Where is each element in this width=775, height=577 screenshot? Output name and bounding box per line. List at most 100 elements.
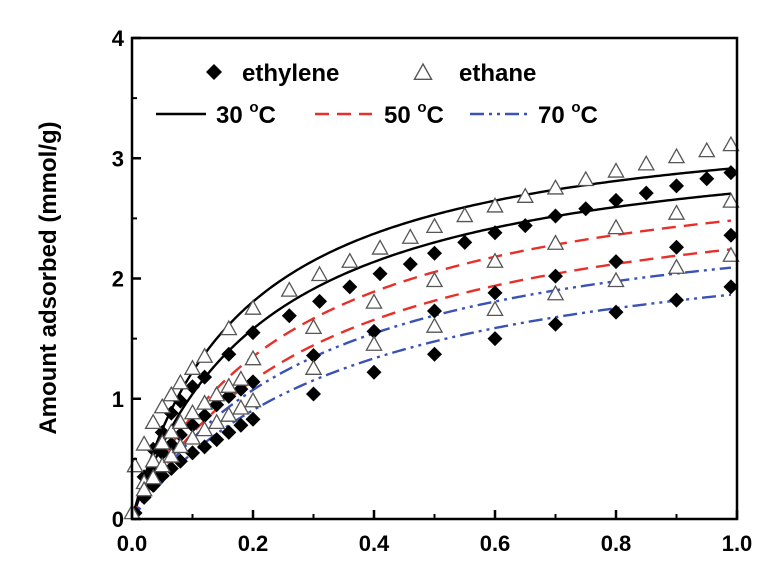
fit-curve-ethylene-30c [130,192,732,520]
marker-ethylene-30c [578,201,594,217]
marker-ethane-30c [698,141,716,158]
x-tick-labels: 0.0 0.2 0.4 0.6 0.8 1.0 [117,531,753,556]
marker-ethane-30c [144,413,162,430]
marker-ethylene-30c [312,293,328,309]
y-axis-label: Amount adsorbed (mmol/g) [35,121,62,434]
marker-ethylene-30c [699,171,715,187]
marker-ethylene-30c [457,234,473,250]
marker-ethane-30c [607,162,625,178]
marker-ethane-50c [171,413,190,430]
marker-ethane-70c [365,335,383,351]
marker-ethane-50c [195,394,214,410]
legend-temp-label: 50 oC [384,99,444,129]
y-tick-label: 2 [112,267,124,292]
marker-ethylene-30c [221,346,237,362]
fit-curve-ethane-30c [130,167,732,520]
marker-ethane-30c [183,359,202,375]
marker-ethane-70c [486,300,504,317]
marker-ethylene-50c [548,268,563,284]
legend-ethane-marker [413,62,433,80]
marker-ethylene-30c [281,308,297,324]
marker-ethylene-50c [487,285,503,301]
marker-ethylene-30c [669,178,684,194]
marker-ethylene-30c [548,208,563,224]
marker-ethane-50c [607,218,625,235]
marker-ethylene-70c [723,279,739,295]
marker-ethylene-70c [306,386,321,402]
marker-ethylene-30c [245,325,261,341]
marker-ethane-50c [153,433,171,450]
x-tick-label: 0.2 [238,531,269,556]
marker-ethane-30c [126,456,144,473]
marker-ethane-70c [183,429,202,445]
marker-ethane-30c [371,239,389,255]
legend-ethylene-label: ethylene [242,60,339,87]
marker-ethane-30c [162,385,181,402]
fit-curves [130,167,732,520]
marker-ethane-30c [220,319,238,336]
marker-ethane-30c [722,135,740,152]
marker-ethylene-70c [366,364,382,380]
marker-ethylene-70c [608,304,624,320]
marker-ethane-30c [667,147,686,164]
legend-temp-label: 30 oC [216,99,276,129]
marker-ethylene-30c [342,279,358,295]
marker-ethane-30c [171,373,190,390]
marker-ethane-30c [577,170,595,187]
marker-ethane-30c [637,154,655,171]
marker-ethane-30c [310,265,329,282]
marker-ethane-30c [401,228,420,244]
marker-ethane-30c [516,187,534,203]
marker-ethane-50c [365,293,383,309]
marker-ethylene-50c [669,239,684,255]
marker-ethylene-30c [608,192,624,208]
marker-ethylene-30c [372,266,388,282]
marker-ethane-50c [183,403,202,420]
y-tick-label: 4 [112,26,125,51]
marker-ethane-30c [135,435,153,451]
marker-ethane-70c [304,359,323,375]
marker-ethylene-30c [427,245,442,261]
x-tick-label: 0.0 [117,531,148,556]
marker-ethylene-70c [548,316,563,332]
x-tick-label: 0.8 [601,531,632,556]
marker-ethylene-30c [185,379,200,395]
marker-ethane-30c [153,397,171,414]
marker-ethane-50c [162,423,181,439]
y-tick-label: 1 [112,387,124,412]
legend-ethane-label: ethane [459,60,536,87]
y-tick-label: 3 [112,146,124,171]
marker-ethane-70c [171,437,190,454]
marker-ethylene-50c [723,227,739,243]
marker-ethane-70c [667,258,686,274]
x-tick-label: 0.4 [359,531,390,556]
marker-ethane-70c [607,271,625,288]
marker-ethane-70c [244,391,262,408]
marker-ethylene-30c [723,165,739,181]
marker-ethane-70c [425,317,444,333]
marker-ethane-30c [425,217,444,234]
marker-ethane-30c [244,299,262,315]
marker-ethane-70c [153,456,171,473]
marker-ethane-70c [162,447,181,463]
marker-ethane-50c [244,349,262,366]
marker-ethane-50c [207,385,226,402]
marker-ethylene-70c [487,331,503,347]
legend: ethylene ethane 30 oC 50 oC 70 oC [156,60,598,129]
marker-ethane-30c [280,281,299,297]
marker-ethane-70c [135,480,153,497]
marker-ethylene-50c [366,323,382,339]
marker-ethylene-70c [427,346,442,362]
marker-ethylene-30c [487,225,503,241]
x-tick-label: 1.0 [722,531,753,556]
marker-ethane-30c [341,252,359,268]
marker-ethane-30c [195,347,214,363]
fit-curve-ethylene-70c [131,293,732,520]
marker-ethane-50c [546,234,565,250]
axis-ticks [130,36,739,521]
marker-ethylene-70c [185,445,200,461]
marker-ethylene-50c [608,254,624,270]
y-tick-label: 0 [112,507,124,532]
marker-ethane-50c [486,252,504,268]
